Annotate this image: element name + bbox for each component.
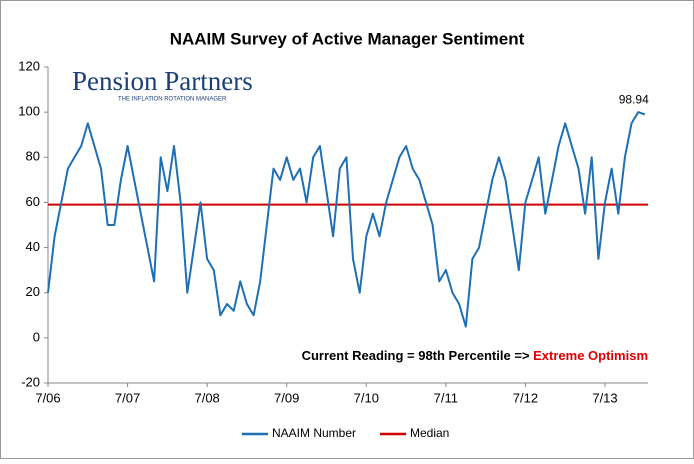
y-tick-label: 40 bbox=[26, 239, 40, 254]
x-tick-label: 7/12 bbox=[513, 390, 538, 405]
annotation: Current Reading = 98th Percentile => Ext… bbox=[302, 348, 648, 363]
annotation-text: Current Reading = 98th Percentile => bbox=[302, 348, 534, 363]
legend-label: Median bbox=[410, 426, 449, 440]
x-tick-label: 7/06 bbox=[35, 390, 60, 405]
series-line bbox=[47, 111, 646, 328]
x-tick-label: 7/13 bbox=[592, 390, 617, 405]
y-tick-label: 120 bbox=[18, 58, 40, 73]
logo-tagline: THE INFLATION ROTATION MANAGER bbox=[118, 97, 227, 103]
chart-title: NAAIM Survey of Active Manager Sentiment bbox=[170, 29, 525, 48]
logo-name: Pension Partners bbox=[72, 66, 253, 96]
y-tick-label: 60 bbox=[26, 194, 40, 209]
y-tick-label: 0 bbox=[33, 329, 40, 344]
legend-label: NAAIM Number bbox=[272, 426, 356, 440]
last-value-label: 98.94 bbox=[619, 93, 649, 107]
y-tick-label: 80 bbox=[26, 149, 40, 164]
x-tick-label: 7/08 bbox=[194, 390, 219, 405]
x-tick-label: 7/09 bbox=[274, 390, 299, 405]
y-tick-label: 100 bbox=[18, 104, 40, 119]
x-tick-label: 7/10 bbox=[354, 390, 379, 405]
x-tick-label: 7/11 bbox=[434, 390, 458, 405]
x-tick-label: 7/07 bbox=[115, 390, 140, 405]
y-tick-label: 20 bbox=[26, 284, 40, 299]
y-tick-label: -20 bbox=[21, 374, 40, 389]
annotation-highlight: Extreme Optimism bbox=[533, 348, 648, 363]
